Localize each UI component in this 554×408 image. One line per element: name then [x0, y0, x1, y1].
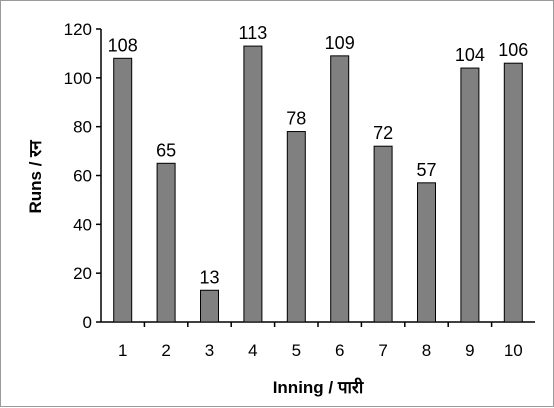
- data-label: 72: [373, 123, 393, 143]
- y-axis-title: Runs / रन: [26, 140, 45, 214]
- y-tick-label: 0: [83, 313, 92, 332]
- x-axis-title: Inning / पारी: [273, 377, 364, 397]
- x-tick-label: 6: [335, 341, 344, 360]
- x-tick-label: 3: [205, 341, 214, 360]
- bar-inning-4: [243, 45, 263, 323]
- bar-inning-5: [286, 131, 306, 323]
- x-tick-label: 9: [465, 341, 474, 360]
- data-label: 78: [286, 109, 306, 129]
- x-tick-label: 10: [504, 341, 523, 360]
- x-tick-label: 5: [292, 341, 301, 360]
- bar-inning-3: [200, 289, 219, 323]
- bar-inning-9: [460, 67, 480, 323]
- bars-group: [113, 45, 523, 323]
- x-tick-label: 4: [248, 341, 257, 360]
- y-tick-label: 80: [73, 118, 92, 137]
- x-axis-ticks: 1 2 3 4 5 6 7 8 9 10: [118, 322, 523, 360]
- x-tick-label: 7: [378, 341, 387, 360]
- bar-inning-7: [373, 145, 393, 323]
- x-tick-label: 8: [422, 341, 431, 360]
- x-tick-label: 2: [161, 341, 170, 360]
- y-tick-label: 20: [73, 264, 92, 283]
- bar-inning-8: [417, 182, 436, 323]
- x-tick-label: 1: [118, 341, 127, 360]
- bar-inning-10: [503, 62, 523, 323]
- y-tick-label: 60: [73, 167, 92, 186]
- data-label: 13: [199, 267, 219, 287]
- y-axis-ticks: 0 20 40 60 80 100 120: [64, 20, 101, 332]
- data-label: 109: [325, 33, 355, 53]
- bar-inning-2: [156, 162, 176, 323]
- data-labels-group: 108 65 13 113 78 109 72 57 104 106: [108, 23, 529, 287]
- y-tick-label: 40: [73, 215, 92, 234]
- y-tick-label: 120: [64, 20, 92, 39]
- data-label: 106: [498, 40, 528, 60]
- data-label: 113: [239, 23, 268, 43]
- data-label: 65: [156, 140, 176, 160]
- data-label: 108: [108, 35, 138, 55]
- y-tick-label: 100: [64, 69, 92, 88]
- bar-inning-6: [330, 55, 350, 323]
- data-label: 57: [416, 160, 436, 180]
- data-label: 104: [455, 45, 485, 65]
- bar-inning-1: [113, 57, 133, 323]
